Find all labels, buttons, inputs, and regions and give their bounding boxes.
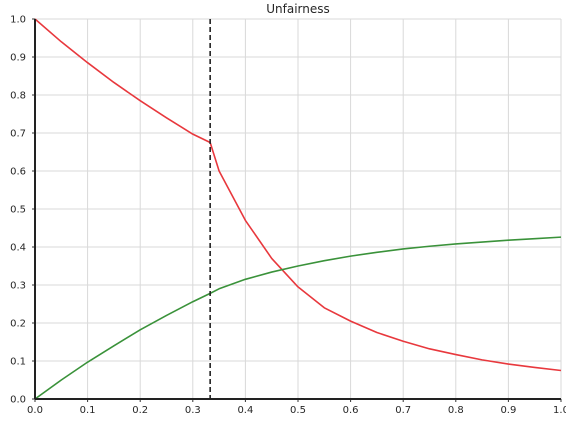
y-tick-label: 0.6 bbox=[10, 167, 26, 178]
series-line-2 bbox=[34, 236, 562, 400]
axes bbox=[32, 18, 562, 402]
y-tick-label: 1.0 bbox=[10, 15, 26, 26]
x-tick-label: 0.9 bbox=[500, 405, 516, 416]
y-tick-label: 0.2 bbox=[10, 319, 26, 330]
y-tick-label: 0.5 bbox=[10, 205, 26, 216]
x-tick-label: 0.8 bbox=[448, 405, 464, 416]
y-tick-label: 0.9 bbox=[10, 53, 26, 64]
x-tick-label: 0.6 bbox=[343, 405, 359, 416]
series-line-1 bbox=[34, 18, 562, 372]
y-tick-label: 0.1 bbox=[10, 357, 26, 368]
tick-labels: 0.0 0.1 0.2 0.3 0.4 0.5 0.6 0.7 0.8 0.9 1.0 0.0 0.1 0… bbox=[10, 15, 566, 417]
x-tick-label: 0.4 bbox=[237, 405, 253, 416]
series-layer bbox=[34, 18, 562, 400]
x-tick-label: 0.5 bbox=[290, 405, 306, 416]
grid bbox=[35, 18, 562, 399]
x-tick-label: 1.0 bbox=[553, 405, 566, 416]
x-tick-label: 0.0 bbox=[27, 405, 43, 416]
y-tick-label: 0.4 bbox=[10, 243, 26, 254]
x-tick-label: 0.2 bbox=[132, 405, 148, 416]
y-tick-label: 0.7 bbox=[10, 129, 26, 140]
x-tick-label: 0.3 bbox=[185, 405, 201, 416]
x-tick-label: 0.7 bbox=[395, 405, 411, 416]
chart-title: Unfairness bbox=[266, 2, 330, 16]
y-tick-label: 0.3 bbox=[10, 281, 26, 292]
y-tick-label: 0.0 bbox=[10, 395, 26, 406]
x-tick-label: 0.1 bbox=[80, 405, 96, 416]
y-tick-label: 0.8 bbox=[10, 91, 26, 102]
